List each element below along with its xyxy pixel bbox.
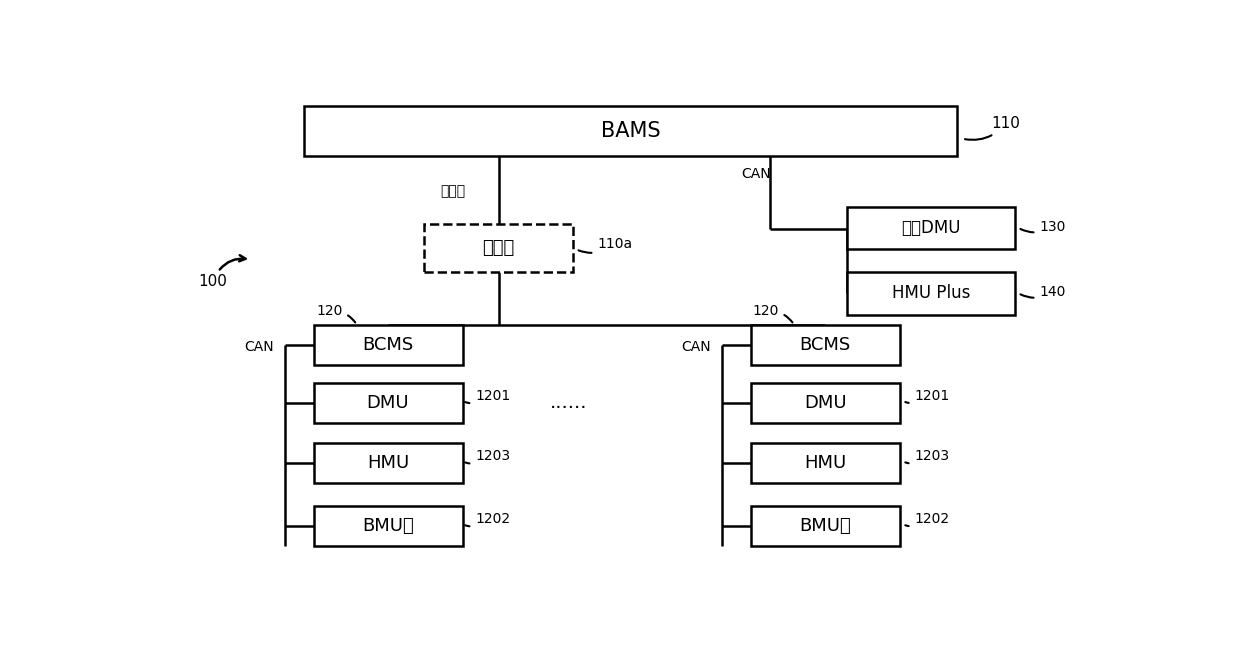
Text: CAN: CAN	[681, 340, 711, 355]
Text: 1201: 1201	[905, 389, 950, 403]
Text: DMU: DMU	[367, 394, 409, 411]
Text: 140: 140	[1021, 285, 1065, 299]
Text: ......: ......	[549, 393, 587, 412]
FancyBboxPatch shape	[751, 505, 900, 546]
Text: 1203: 1203	[905, 449, 950, 464]
FancyBboxPatch shape	[424, 224, 573, 272]
Text: 1202: 1202	[465, 513, 510, 526]
Text: 母线DMU: 母线DMU	[901, 219, 961, 237]
FancyBboxPatch shape	[751, 325, 900, 365]
Text: 110: 110	[965, 116, 1021, 140]
FancyBboxPatch shape	[847, 206, 1016, 249]
FancyBboxPatch shape	[751, 443, 900, 483]
Text: CAN: CAN	[244, 340, 274, 355]
Text: HMU: HMU	[805, 454, 847, 472]
FancyBboxPatch shape	[314, 505, 463, 546]
FancyBboxPatch shape	[304, 106, 957, 156]
Text: 1201: 1201	[465, 389, 511, 403]
Text: BMU组: BMU组	[800, 517, 851, 535]
Text: BCMS: BCMS	[362, 336, 414, 354]
Text: 1203: 1203	[465, 449, 510, 464]
Text: BMU组: BMU组	[362, 517, 414, 535]
Text: 120: 120	[316, 304, 355, 323]
Text: HMU Plus: HMU Plus	[892, 284, 970, 302]
FancyBboxPatch shape	[314, 383, 463, 422]
Text: BCMS: BCMS	[800, 336, 851, 354]
Text: BAMS: BAMS	[601, 121, 661, 141]
FancyBboxPatch shape	[751, 383, 900, 422]
Text: DMU: DMU	[804, 394, 847, 411]
FancyBboxPatch shape	[314, 325, 463, 365]
Text: 130: 130	[1021, 219, 1065, 234]
Text: 110a: 110a	[579, 237, 632, 253]
Text: HMU: HMU	[367, 454, 409, 472]
Text: CAN: CAN	[740, 167, 770, 181]
Text: 以太网: 以太网	[440, 185, 465, 199]
Text: 120: 120	[753, 304, 792, 323]
Text: 1202: 1202	[905, 513, 950, 526]
Text: 交换机: 交换机	[482, 239, 515, 257]
Text: 100: 100	[198, 255, 246, 289]
FancyBboxPatch shape	[847, 272, 1016, 315]
FancyBboxPatch shape	[314, 443, 463, 483]
